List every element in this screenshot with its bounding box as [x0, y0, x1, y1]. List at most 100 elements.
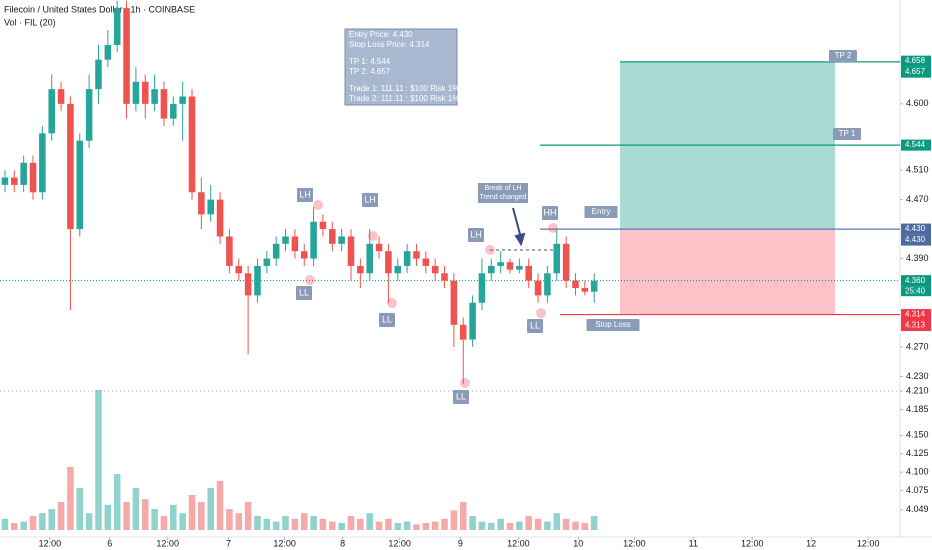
level-label-box: [829, 50, 857, 62]
volume-title: Vol · FIL (20): [4, 17, 56, 27]
volume-bar: [562, 518, 570, 530]
y-tick-label: 4.470: [906, 194, 929, 204]
volume-bar: [497, 518, 504, 530]
pivot-marker: [460, 378, 470, 388]
price-tag-label: 4.313: [905, 321, 926, 330]
volume-bar: [11, 523, 18, 530]
volume-bar: [226, 509, 233, 530]
price-tag: [901, 55, 931, 67]
candle-body: [20, 162, 27, 185]
candle-body: [132, 81, 140, 104]
pivot-label: LH: [299, 189, 311, 199]
volume-bar: [123, 502, 130, 530]
volume-bar: [310, 516, 317, 530]
candle-body: [170, 103, 177, 119]
volume-bar: [544, 521, 551, 530]
x-tick-label: 12:00: [156, 538, 179, 548]
candle-body: [469, 302, 476, 340]
price-tag: [901, 275, 931, 287]
volume-bar: [85, 513, 93, 530]
price-tag-label: 4.430: [905, 224, 926, 233]
volume-bar: [170, 504, 177, 530]
pivot-marker: [305, 275, 315, 285]
pivot-label-box: [297, 188, 313, 202]
pivot-label-box: [527, 319, 543, 333]
volume-bar: [291, 518, 299, 530]
y-tick-label: 4.230: [906, 371, 929, 381]
volume-bar: [366, 513, 373, 530]
pivot-label: HH: [544, 207, 557, 217]
pivot-label-box: [453, 390, 469, 404]
volume-bar: [263, 518, 271, 530]
volume-bar: [160, 516, 168, 530]
volume-bar: [319, 518, 327, 530]
price-tag: [901, 66, 931, 78]
candle-body: [413, 251, 420, 259]
candle-body: [226, 236, 233, 266]
x-tick-label: 7: [226, 538, 231, 548]
x-tick-label: 12:00: [273, 538, 296, 548]
candle-body: [123, 8, 130, 104]
level-label: Stop Loss: [595, 320, 631, 329]
candle-body: [291, 236, 299, 252]
pivot-label: LH: [364, 194, 376, 204]
candle-body: [1, 177, 9, 185]
level-label-box: [586, 319, 640, 331]
candle-body: [590, 280, 598, 292]
volume-bar: [216, 481, 224, 530]
volume-bar: [375, 521, 383, 530]
volume-bar: [357, 518, 364, 530]
candle-body: [113, 8, 121, 45]
volume-bar: [431, 521, 439, 530]
volume-bar: [572, 521, 579, 530]
volume-bar: [244, 502, 252, 530]
pivot-label: LH: [470, 229, 482, 239]
symbol-title: Filecoin / United States Dollar · 1h · C…: [4, 4, 195, 14]
x-tick-label: 10: [573, 538, 583, 548]
volume-bar: [385, 518, 392, 530]
candle-body: [375, 243, 383, 252]
y-tick-label: 4.390: [906, 253, 929, 263]
candle-body: [48, 89, 55, 134]
volume-bar: [67, 467, 74, 530]
countdown: 25:40: [905, 286, 926, 295]
pivot-label: LL: [299, 287, 309, 297]
candle-body: [272, 243, 280, 259]
volume-bar: [441, 518, 448, 530]
volume-bar: [478, 521, 486, 530]
pivot-label-box: [296, 286, 312, 300]
candle-body: [282, 236, 289, 244]
volume-bar: [338, 523, 345, 530]
volume-bar: [151, 509, 158, 530]
x-tick-label: 9: [458, 538, 463, 548]
y-tick-label: 4.150: [906, 430, 929, 440]
candle-body: [572, 280, 579, 289]
candle-body: [67, 103, 74, 230]
y-tick-label: 4.270: [906, 341, 929, 351]
price-tag: [901, 234, 931, 246]
price-tag: [901, 139, 931, 151]
volume-bar: [132, 488, 140, 530]
candle-body: [179, 96, 186, 104]
candle-body: [254, 265, 261, 296]
volume-bar: [29, 516, 37, 530]
volume-bar: [329, 521, 336, 530]
candle-body: [366, 243, 373, 274]
x-tick-label: 12:00: [623, 538, 646, 548]
y-tick-label: 4.600: [906, 98, 929, 108]
candle-body: [488, 265, 495, 274]
candle-body: [450, 280, 458, 325]
info-text: Entry Price: 4.430: [349, 30, 413, 39]
price-tag: [901, 320, 931, 332]
volume-bar: [581, 523, 589, 530]
price-tag: [901, 309, 931, 321]
volume-bar: [516, 521, 523, 530]
price-tag-label: 4.544: [905, 140, 926, 149]
volume-bar: [254, 516, 261, 530]
volume-bar: [235, 513, 243, 530]
volume-bar: [141, 499, 149, 530]
volume-bar: [57, 502, 65, 530]
note-text: Trend changed: [480, 194, 527, 201]
note-text: Break of LH: [485, 185, 522, 192]
